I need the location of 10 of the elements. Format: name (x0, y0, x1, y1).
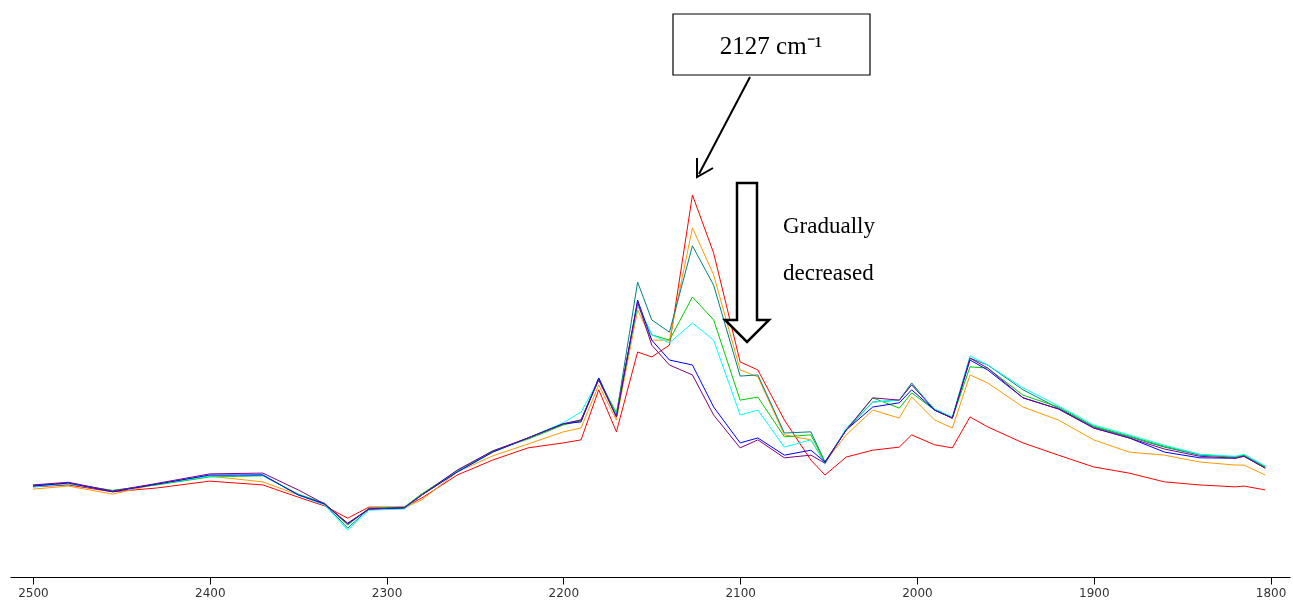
x-tick-label: 2300 (371, 585, 403, 600)
x-tick-label: 2000 (902, 585, 933, 600)
x-tick-label: 2200 (548, 585, 580, 600)
x-tick-label: 2100 (725, 585, 756, 600)
x-tick-label: 2400 (195, 585, 226, 600)
annotation: Gradually decreased (783, 213, 876, 285)
x-tick-label: 1800 (1255, 585, 1287, 600)
text: 2127 cm⁻¹ (719, 32, 823, 59)
x-tick-label: 2500 (18, 585, 49, 600)
x-tick-label: 1900 (1078, 585, 1110, 600)
